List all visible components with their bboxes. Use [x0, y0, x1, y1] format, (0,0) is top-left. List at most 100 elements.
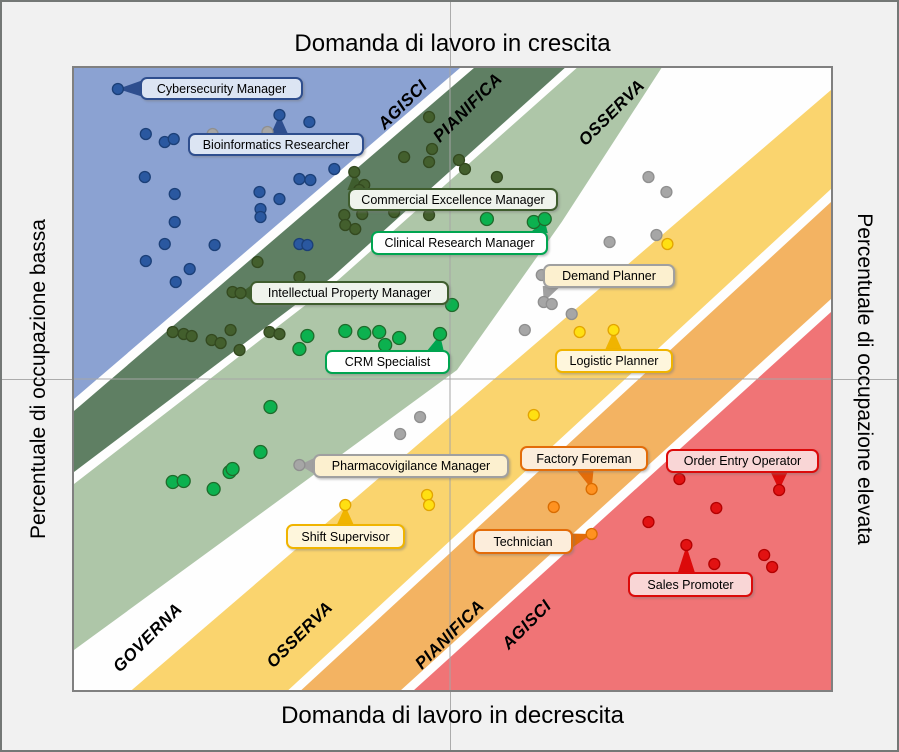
dot-series-red	[642, 472, 786, 574]
data-point-blue	[293, 172, 306, 186]
data-point-blue	[273, 192, 286, 206]
data-point-green	[206, 481, 221, 497]
data-point-blue	[168, 187, 181, 201]
callout-cybersecurity-manager: Cybersecurity Manager	[140, 77, 303, 100]
dot-series-yellow	[339, 237, 674, 512]
data-point-blue	[111, 82, 125, 96]
data-point-blue	[328, 162, 341, 176]
callout-pointer-pharmacovigilance-manager	[299, 458, 315, 474]
axis-title-left: Percentuale di occupazione bassa	[27, 219, 50, 539]
data-point-green	[357, 325, 372, 341]
callout-clinical-research-manager: Clinical Research Manager	[371, 231, 548, 255]
data-point-green	[338, 323, 353, 339]
dot-series-green	[165, 211, 552, 497]
data-point-dark-green	[166, 325, 179, 339]
callout-pointer-sales-promoter	[677, 546, 696, 574]
callout-technician: Technician	[473, 529, 573, 554]
axis-title-right: Percentuale di occupazione elevata	[853, 213, 876, 545]
data-point-dark-green	[422, 208, 436, 222]
callout-pointer-cybersecurity-manager	[117, 80, 142, 97]
data-point-orange	[547, 500, 560, 514]
data-point-dark-green	[214, 336, 227, 350]
callout-demand-planner: Demand Planner	[543, 264, 675, 288]
callout-pointer-bioinformatics-researcher	[270, 115, 289, 135]
data-point-red	[766, 560, 779, 574]
data-point-dark-green	[425, 142, 439, 156]
callout-pointer-technician	[569, 533, 592, 550]
callout-pointer-order-entry-operator	[770, 471, 789, 490]
axis-title-bottom: Domanda di lavoro in decrescita	[281, 702, 624, 729]
data-point-blue	[158, 237, 171, 251]
data-point-red	[710, 501, 723, 515]
data-point-green	[225, 461, 240, 477]
data-point-green	[263, 399, 278, 415]
data-point-dark-green	[263, 325, 276, 339]
data-point-blue	[273, 108, 286, 122]
data-point-dark-green	[452, 153, 466, 167]
callout-pointer-logistic-planner	[604, 331, 623, 351]
data-point-green	[479, 211, 495, 227]
data-point-green	[432, 326, 448, 342]
data-point-dark-green	[251, 255, 264, 269]
dot-series-blue	[111, 82, 341, 289]
callout-factory-foreman: Factory Foreman	[520, 446, 648, 471]
callout-pointer-shift-supervisor	[336, 506, 355, 526]
data-point-yellow	[661, 237, 674, 251]
data-point-green	[392, 330, 407, 346]
data-point-gray	[413, 410, 427, 424]
callout-shift-supervisor: Shift Supervisor	[286, 524, 405, 549]
data-point-blue	[168, 215, 181, 229]
data-point-red	[673, 472, 686, 486]
data-point-orange	[585, 527, 598, 541]
data-point-dark-green	[233, 343, 246, 357]
data-point-gray	[293, 458, 306, 472]
callout-commercial-excellence-manager: Commercial Excellence Manager	[348, 188, 558, 211]
data-point-dark-green	[338, 208, 351, 222]
data-point-dark-green	[185, 329, 198, 343]
data-point-blue	[208, 238, 221, 252]
data-point-dark-green	[422, 110, 436, 124]
callout-pharmacovigilance-manager: Pharmacovigilance Manager	[313, 454, 509, 478]
callout-sales-promoter: Sales Promoter	[628, 572, 753, 597]
data-point-gray	[642, 170, 655, 184]
data-point-orange	[585, 482, 598, 496]
data-point-blue	[183, 262, 196, 276]
data-point-gray	[545, 297, 558, 311]
data-point-green	[292, 341, 307, 357]
data-point-blue	[301, 238, 314, 252]
data-point-dark-green	[339, 218, 352, 232]
data-point-green	[253, 444, 268, 460]
data-point-blue	[253, 185, 266, 199]
data-point-gray	[565, 307, 578, 321]
data-point-green	[300, 328, 315, 344]
data-point-yellow	[607, 323, 620, 337]
data-point-red	[758, 548, 771, 562]
data-point-gray	[394, 427, 407, 441]
data-point-yellow	[527, 408, 540, 422]
data-point-dark-green	[458, 162, 472, 176]
data-point-gray	[518, 323, 531, 337]
data-point-yellow	[422, 498, 436, 512]
callout-crm-specialist: CRM Specialist	[325, 350, 450, 374]
data-point-dark-green	[348, 165, 361, 179]
callout-bioinformatics-researcher: Bioinformatics Researcher	[188, 133, 364, 156]
data-point-blue	[303, 115, 316, 129]
dot-series-orange	[547, 482, 598, 541]
data-point-dark-green	[397, 150, 411, 164]
band-dark-green	[74, 68, 565, 472]
data-point-red	[708, 557, 721, 571]
data-point-blue	[167, 132, 180, 146]
data-point-yellow	[573, 325, 586, 339]
data-point-gray	[650, 228, 663, 242]
data-point-yellow	[339, 498, 352, 512]
data-point-red	[680, 538, 693, 552]
data-point-blue	[138, 170, 151, 184]
data-point-blue	[139, 127, 152, 141]
data-point-yellow	[420, 488, 434, 502]
data-point-dark-green	[224, 323, 237, 337]
data-point-green	[537, 211, 552, 227]
data-point-blue	[254, 210, 267, 224]
axis-title-top: Domanda di lavoro in crescita	[294, 30, 611, 57]
callout-order-entry-operator: Order Entry Operator	[666, 449, 819, 473]
data-point-dark-green	[422, 155, 436, 169]
